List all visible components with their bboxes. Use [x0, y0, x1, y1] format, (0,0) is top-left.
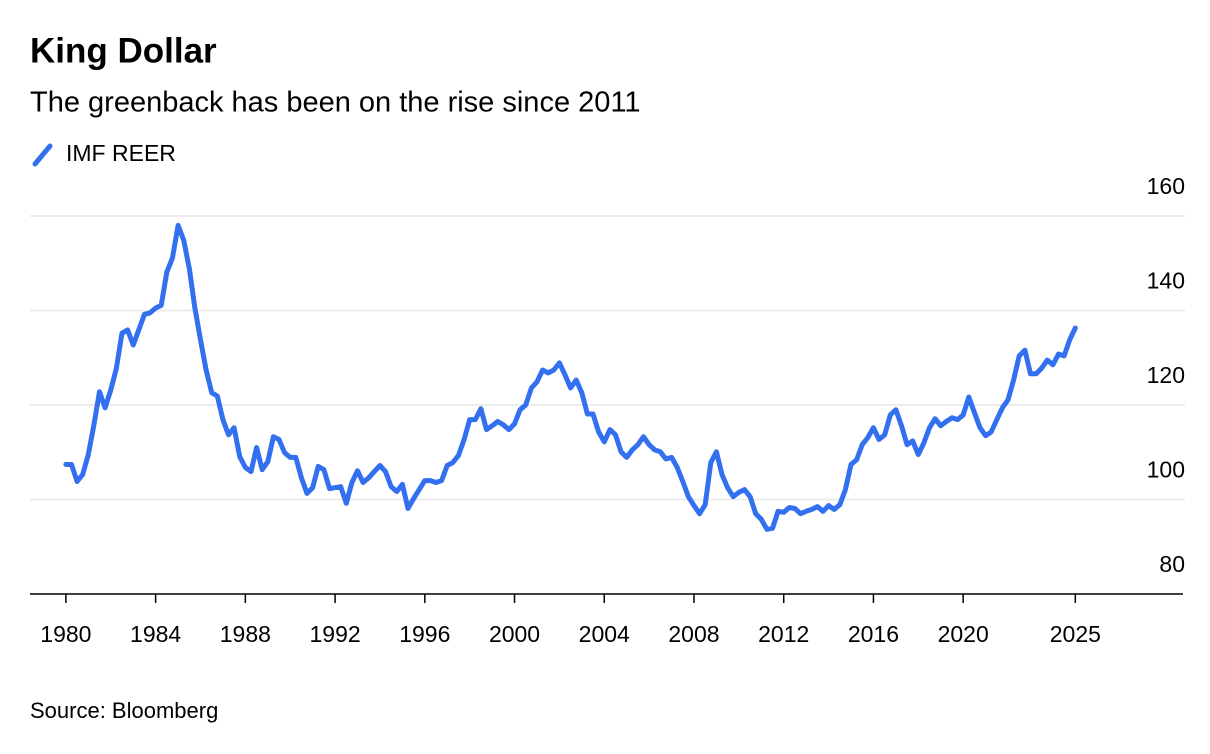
x-tick-label: 1988 — [220, 621, 271, 647]
x-tick-label: 2008 — [668, 621, 719, 647]
x-tick-label: 2004 — [579, 621, 630, 647]
x-tick-label: 2016 — [848, 621, 899, 647]
y-tick-label: 80 — [1159, 551, 1185, 577]
y-tick-label: 160 — [1147, 173, 1185, 199]
x-tick-label: 1984 — [130, 621, 181, 647]
series-line — [63, 222, 1078, 532]
legend-label: IMF REER — [66, 140, 176, 166]
source: Source: Bloomberg — [30, 698, 218, 723]
x-tick-label: 2025 — [1050, 621, 1101, 647]
x-tick-label: 2020 — [938, 621, 989, 647]
legend-swatch — [32, 143, 53, 167]
chart-title: King Dollar — [30, 31, 217, 70]
x-tick-label: 1992 — [309, 621, 360, 647]
x-tick-label: 2000 — [489, 621, 540, 647]
x-tick-label: 1996 — [399, 621, 450, 647]
x-tick-label: 2012 — [758, 621, 809, 647]
y-tick-label: 140 — [1147, 268, 1185, 294]
chart-subtitle: The greenback has been on the rise since… — [30, 87, 641, 119]
y-tick-label: 100 — [1147, 457, 1185, 483]
x-tick-label: 1980 — [40, 621, 91, 647]
y-tick-label: 120 — [1147, 362, 1185, 388]
